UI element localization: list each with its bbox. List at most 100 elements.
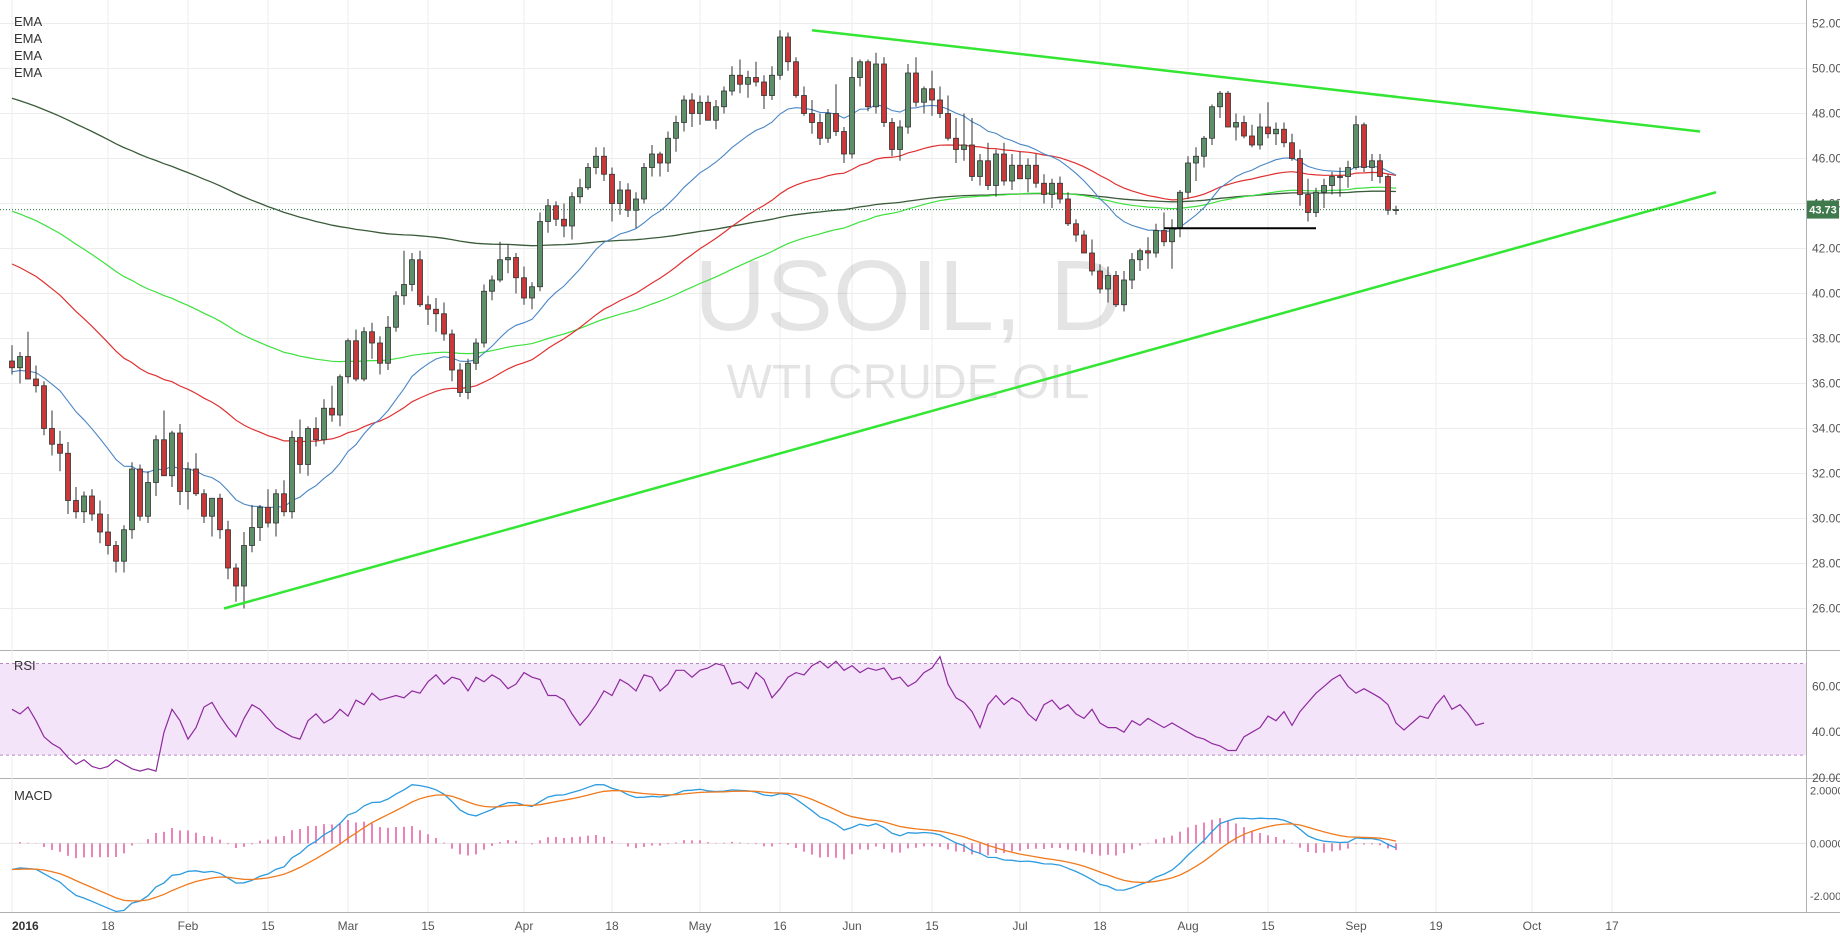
candle[interactable] (185, 462, 191, 510)
candle[interactable] (777, 30, 783, 80)
candle[interactable] (1161, 212, 1167, 247)
candle[interactable] (1097, 264, 1103, 294)
candle[interactable] (1113, 271, 1119, 307)
candle[interactable] (353, 329, 359, 382)
candle[interactable] (1329, 172, 1335, 195)
candle[interactable] (65, 442, 71, 514)
candle[interactable] (849, 57, 855, 159)
candle[interactable] (1049, 178, 1055, 208)
candle[interactable] (345, 338, 351, 384)
candle[interactable] (81, 491, 87, 524)
candle[interactable] (1369, 154, 1375, 181)
candle[interactable] (841, 127, 847, 163)
candle[interactable] (297, 419, 303, 474)
candle[interactable] (369, 322, 375, 359)
candle[interactable] (273, 489, 279, 537)
candle[interactable] (1209, 104, 1215, 146)
candle[interactable] (1249, 124, 1255, 148)
descending-trendline[interactable] (811, 29, 1701, 133)
candle[interactable] (857, 59, 863, 87)
candle[interactable] (441, 302, 447, 341)
candle[interactable] (585, 163, 591, 190)
candle[interactable] (513, 253, 519, 294)
candle[interactable] (409, 253, 415, 292)
candle[interactable] (225, 520, 231, 580)
candle[interactable] (929, 70, 935, 116)
candle[interactable] (1025, 158, 1031, 193)
candle[interactable] (401, 250, 407, 305)
candle[interactable] (1001, 142, 1007, 186)
candle[interactable] (1313, 187, 1319, 217)
candle[interactable] (505, 244, 511, 274)
candle[interactable] (745, 70, 751, 98)
candle[interactable] (657, 151, 663, 177)
candle[interactable] (625, 183, 631, 217)
candle[interactable] (705, 95, 711, 121)
candle[interactable] (617, 181, 623, 215)
candle[interactable] (449, 329, 455, 382)
candle[interactable] (89, 489, 95, 521)
candle[interactable] (633, 192, 639, 229)
candle[interactable] (721, 86, 727, 114)
candle[interactable] (985, 142, 991, 190)
candle[interactable] (873, 52, 879, 114)
candle[interactable] (961, 113, 967, 161)
candle[interactable] (425, 295, 431, 325)
candle[interactable] (489, 275, 495, 301)
candle[interactable] (313, 417, 319, 447)
candle[interactable] (1385, 174, 1391, 215)
candle[interactable] (113, 541, 119, 573)
candle[interactable] (1201, 136, 1207, 168)
candle[interactable] (161, 410, 167, 477)
candle[interactable] (169, 430, 175, 487)
candle[interactable] (865, 59, 871, 112)
candle[interactable] (9, 345, 15, 375)
candle[interactable] (385, 316, 391, 370)
candle[interactable] (329, 385, 335, 422)
candle[interactable] (17, 352, 23, 384)
candle[interactable] (1233, 113, 1239, 141)
candle[interactable] (49, 410, 55, 456)
candle[interactable] (537, 212, 543, 292)
candle[interactable] (665, 131, 671, 173)
candle[interactable] (209, 497, 215, 537)
candle[interactable] (321, 399, 327, 445)
candle[interactable] (593, 147, 599, 175)
candle[interactable] (361, 327, 367, 382)
candle[interactable] (1073, 219, 1079, 242)
candle[interactable] (897, 120, 903, 161)
candle[interactable] (905, 64, 911, 134)
candle[interactable] (609, 167, 615, 222)
candle[interactable] (1129, 253, 1135, 289)
candle[interactable] (1273, 122, 1279, 146)
candle[interactable] (833, 84, 839, 136)
candle[interactable] (41, 381, 47, 436)
candle[interactable] (257, 505, 263, 541)
candle[interactable] (889, 118, 895, 157)
candle[interactable] (785, 32, 791, 71)
candle[interactable] (817, 113, 823, 146)
candle[interactable] (1081, 230, 1087, 254)
candle[interactable] (673, 115, 679, 152)
candle[interactable] (809, 100, 815, 134)
candle[interactable] (921, 86, 927, 114)
candle[interactable] (913, 57, 919, 107)
candle[interactable] (177, 424, 183, 505)
candle[interactable] (577, 178, 583, 204)
candle[interactable] (465, 358, 471, 400)
candle[interactable] (1009, 154, 1015, 190)
candle[interactable] (1361, 122, 1367, 173)
candle[interactable] (281, 480, 287, 517)
candle[interactable] (393, 291, 399, 332)
candle[interactable] (529, 282, 535, 310)
candle[interactable] (825, 109, 831, 143)
candle[interactable] (305, 426, 311, 476)
candle[interactable] (1297, 149, 1303, 206)
candle[interactable] (729, 66, 735, 96)
candle[interactable] (73, 487, 79, 519)
candle[interactable] (953, 118, 959, 163)
candle[interactable] (121, 525, 127, 573)
candle[interactable] (377, 336, 383, 375)
candle[interactable] (945, 95, 951, 141)
candle[interactable] (761, 75, 767, 109)
